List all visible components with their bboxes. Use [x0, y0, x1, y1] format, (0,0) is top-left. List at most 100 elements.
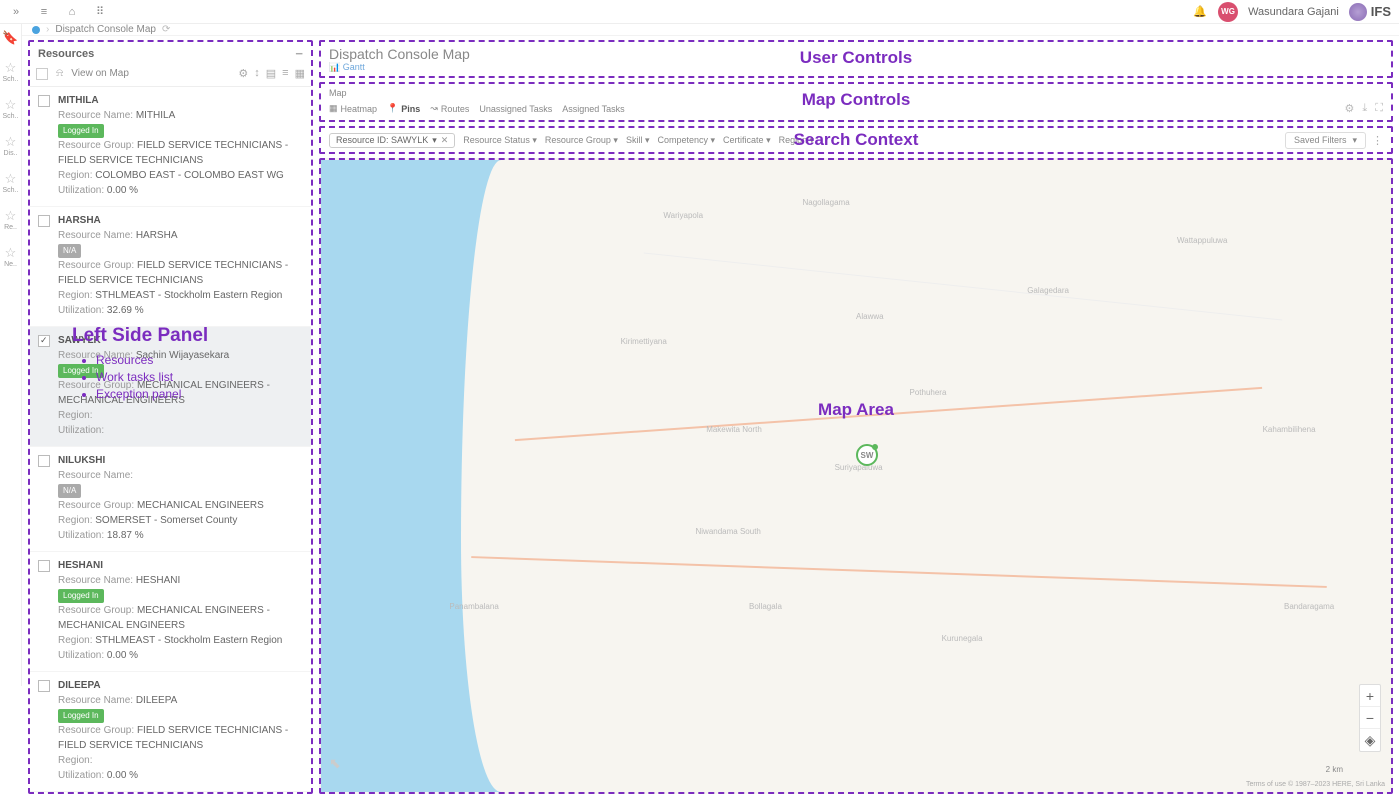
place-label: Galagedara [1027, 286, 1069, 295]
resource-name: Sachin Wijayasekara [136, 350, 229, 361]
resource-list: MITHILAResource Name: MITHILALogged InRe… [30, 87, 311, 792]
layers-icon[interactable]: ◈ [1360, 729, 1380, 751]
resource-checkbox[interactable] [38, 455, 50, 467]
resource-name: DILEEPA [136, 695, 178, 706]
username: Wasundara Gajani [1248, 6, 1339, 18]
breadcrumb-sep: › [46, 24, 49, 35]
breadcrumb-dot-icon [32, 26, 40, 34]
map-export-icon[interactable]: ⤓ [1362, 102, 1367, 115]
brand[interactable]: IFS [1349, 3, 1391, 21]
avatar[interactable]: WG [1218, 2, 1238, 22]
rail-item[interactable]: ☆Dis.. [3, 134, 19, 157]
columns-icon[interactable]: ▤ [266, 67, 276, 80]
saved-filters-button[interactable]: Saved Filters ▾ [1285, 132, 1366, 149]
place-label: Alawwa [856, 312, 884, 321]
fullscreen-icon[interactable]: ⛶ [1375, 102, 1383, 115]
settings-icon[interactable]: ⚙ [238, 67, 248, 80]
bookmark-icon[interactable]: 🔖 [3, 30, 19, 46]
resource-item[interactable]: SAWYLKResource Name: Sachin Wijayasekara… [30, 327, 311, 447]
resource-utilization: 32.69 % [107, 305, 144, 316]
zoom-out-button[interactable]: − [1360, 707, 1380, 729]
unassigned-tasks-button[interactable]: Unassigned Tasks [479, 104, 552, 114]
zoom-in-button[interactable]: + [1360, 685, 1380, 707]
resource-checkbox[interactable] [38, 95, 50, 107]
resource-checkbox[interactable] [38, 215, 50, 227]
filter-resource-group[interactable]: Resource Group ▾ [545, 135, 618, 146]
resource-group: MECHANICAL ENGINEERS [137, 500, 264, 511]
star-icon: ☆ [3, 97, 19, 113]
resource-id: HARSHA [58, 213, 303, 228]
brand-text: IFS [1371, 4, 1391, 19]
resource-item[interactable]: HARSHAResource Name: HARSHAN/AResource G… [30, 207, 311, 327]
apps-icon[interactable]: ⠿ [92, 4, 108, 20]
rail-item[interactable]: ☆Sch.. [3, 60, 19, 83]
breadcrumb-page[interactable]: Dispatch Console Map [55, 24, 156, 35]
place-label: Wattappuluwa [1177, 236, 1227, 245]
map-tab[interactable]: Map [329, 88, 1383, 98]
resource-item[interactable]: NILUKSHIResource Name: N/AResource Group… [30, 447, 311, 552]
menu-icon[interactable]: ≡ [36, 4, 52, 20]
resource-checkbox[interactable] [38, 560, 50, 572]
collapse-icon[interactable]: − [295, 46, 303, 61]
bell-icon[interactable]: 🔔 [1192, 4, 1208, 20]
rail-item[interactable]: ☆Re.. [3, 208, 19, 231]
resource-item[interactable]: MITHILAResource Name: MITHILALogged InRe… [30, 87, 311, 207]
status-badge: Logged In [58, 124, 104, 138]
resource-region: COLOMBO EAST - COLOMBO EAST WG [95, 170, 284, 181]
resource-region: STHLMEAST - Stockholm Eastern Region [95, 290, 282, 301]
list-icon[interactable]: ≡ [282, 67, 288, 80]
panel-title: Resources [38, 48, 94, 60]
place-label: Suriyapaluwa [835, 463, 883, 472]
chevron-down-icon: ▾ [1352, 135, 1357, 146]
topbar-right: 🔔 WG Wasundara Gajani IFS [1192, 2, 1391, 22]
map-settings-icon[interactable]: ⚙ [1345, 102, 1355, 115]
search-context: Resource ID: SAWYLK ▾ ✕ Resource Status … [319, 126, 1393, 154]
heatmap-button[interactable]: ▦ Heatmap [329, 103, 377, 114]
status-badge: N/A [58, 484, 81, 498]
select-all-checkbox[interactable] [36, 68, 48, 80]
resource-name: MITHILA [136, 110, 175, 121]
resource-name: HESHANI [136, 575, 180, 586]
filter-skill[interactable]: Skill ▾ [626, 135, 650, 146]
home-icon[interactable]: ⌂ [64, 4, 80, 20]
routes-button[interactable]: ↝ Routes [430, 103, 469, 114]
place-label: Makewita North [706, 425, 762, 434]
rail-item[interactable]: ☆Sch.. [3, 97, 19, 120]
right-area: Dispatch Console Map 📊 Gantt User Contro… [319, 40, 1393, 794]
resource-checkbox[interactable] [38, 680, 50, 692]
active-filter-pill[interactable]: Resource ID: SAWYLK ▾ ✕ [329, 133, 455, 148]
place-label: Kahambilihena [1263, 425, 1316, 434]
resource-utilization: 0.00 % [107, 650, 138, 661]
more-icon[interactable]: ⋮ [1372, 134, 1383, 147]
map-canvas[interactable]: NagollagamaWariyapolaKurunegalaMakewita … [321, 160, 1391, 792]
refresh-icon[interactable]: ⟳ [162, 24, 170, 35]
status-badge: Logged In [58, 709, 104, 723]
place-label: Kirimettiyana [621, 337, 667, 346]
resource-item[interactable]: DILEEPAResource Name: DILEEPALogged InRe… [30, 672, 311, 792]
status-badge: Logged In [58, 589, 104, 603]
gantt-link[interactable]: 📊 Gantt [329, 62, 1383, 73]
map-area[interactable]: NagollagamaWariyapolaKurunegalaMakewita … [319, 158, 1393, 794]
filter-region[interactable]: Region ▾ [779, 135, 815, 146]
expand-icon[interactable]: » [8, 4, 24, 20]
funnel-icon[interactable]: ⍾ [56, 67, 63, 80]
compass-icon: ⬉ [329, 755, 341, 772]
filter-certificate[interactable]: Certificate ▾ [723, 135, 771, 146]
resource-checkbox[interactable] [38, 335, 50, 347]
sort-icon[interactable]: ↕ [254, 67, 260, 80]
resource-item[interactable]: HESHANIResource Name: HESHANILogged InRe… [30, 552, 311, 672]
filter-resource-status[interactable]: Resource Status ▾ [463, 135, 537, 146]
filter-competency[interactable]: Competency ▾ [657, 135, 715, 146]
view-on-map-link[interactable]: View on Map [71, 68, 230, 79]
card-icon[interactable]: ▦ [295, 67, 305, 80]
pins-button[interactable]: 📍 Pins [387, 103, 420, 114]
map-scale: 2 km [1326, 765, 1343, 774]
rail-item[interactable]: ☆Sch.. [3, 171, 19, 194]
rail-item[interactable]: ☆Ne.. [3, 245, 19, 268]
clear-filter-icon[interactable]: ✕ [441, 135, 449, 146]
resource-id: MITHILA [58, 93, 303, 108]
star-icon: ☆ [3, 245, 19, 261]
place-label: Bollagala [749, 602, 782, 611]
assigned-tasks-button[interactable]: Assigned Tasks [562, 104, 624, 114]
chevron-down-icon: ▾ [432, 135, 437, 146]
